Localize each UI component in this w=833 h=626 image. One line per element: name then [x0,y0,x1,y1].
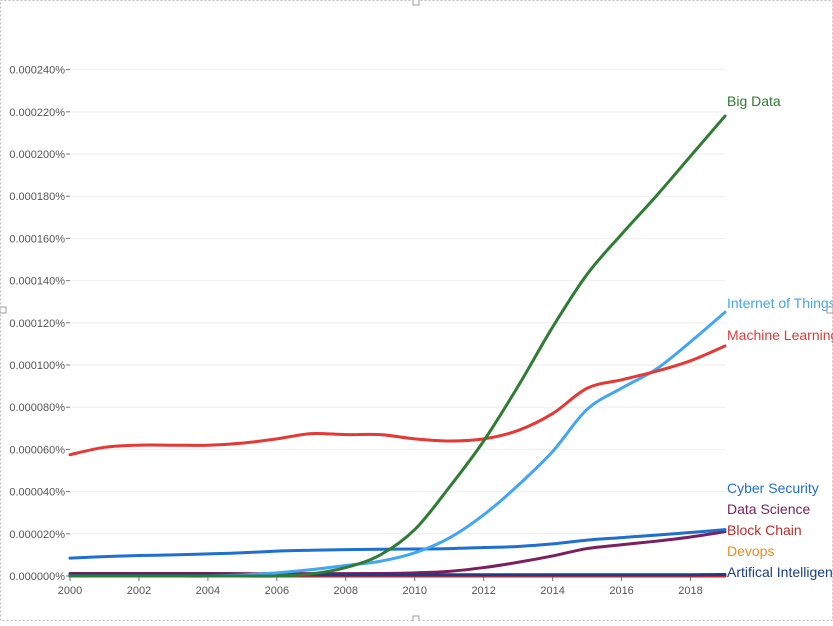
series-line-machine-learning[interactable] [70,346,725,455]
y-tick-label: 0.000100% [9,360,65,372]
y-tick-label: 0.000200% [9,149,65,161]
y-tick-label: 0.000060% [9,444,65,456]
y-tick-label: 0.000120% [9,318,65,330]
resize-handle[interactable] [0,307,6,313]
x-tick-label: 2004 [196,585,220,597]
series-line-big-data[interactable] [70,116,725,576]
series-label-machine-learning: Machine Learning [727,327,833,343]
x-tick-label: 2012 [471,585,495,597]
x-tick-label: 2014 [540,585,564,597]
y-tick-label: 0.000240% [9,65,65,77]
resize-handle[interactable] [413,616,419,621]
series-label-artifical-intelligence: Artifical Intelligence [727,564,833,580]
x-tick-label: 2010 [402,585,426,597]
y-tick-label: 0.000020% [9,529,65,541]
series-label-cyber-security: Cyber Security [727,480,819,496]
x-tick-label: 2008 [334,585,358,597]
series-label-block-chain: Block Chain [727,522,802,538]
x-tick-label: 2000 [58,585,82,597]
series-label-data-science: Data Science [727,501,810,517]
y-tick-label: 0.000220% [9,107,65,119]
series-label-devops: Devops [727,543,774,559]
y-tick-label: 0.000000% [9,571,65,583]
y-tick-label: 0.000140% [9,276,65,288]
y-tick-label: 0.000160% [9,233,65,245]
x-tick-label: 2016 [609,585,633,597]
x-tick-label: 2006 [265,585,289,597]
x-tick-label: 2018 [678,585,702,597]
y-tick-label: 0.000040% [9,487,65,499]
series-label-big-data: Big Data [727,93,781,109]
resize-handle[interactable] [827,307,833,313]
series-labels: Big Data Internet of Things Machine Learni… [727,93,833,580]
grid-lines [70,70,725,576]
series-label-internet-of-things: Internet of Things [727,295,833,311]
series-lines [70,116,725,576]
y-tick-label: 0.000080% [9,402,65,414]
x-tick-label: 2002 [127,585,151,597]
resize-handle[interactable] [413,0,419,5]
axes: 0.000000% 0.000020% 0.000040% 0.000060% 0.00… [9,65,725,597]
y-tick-label: 0.000180% [9,191,65,203]
